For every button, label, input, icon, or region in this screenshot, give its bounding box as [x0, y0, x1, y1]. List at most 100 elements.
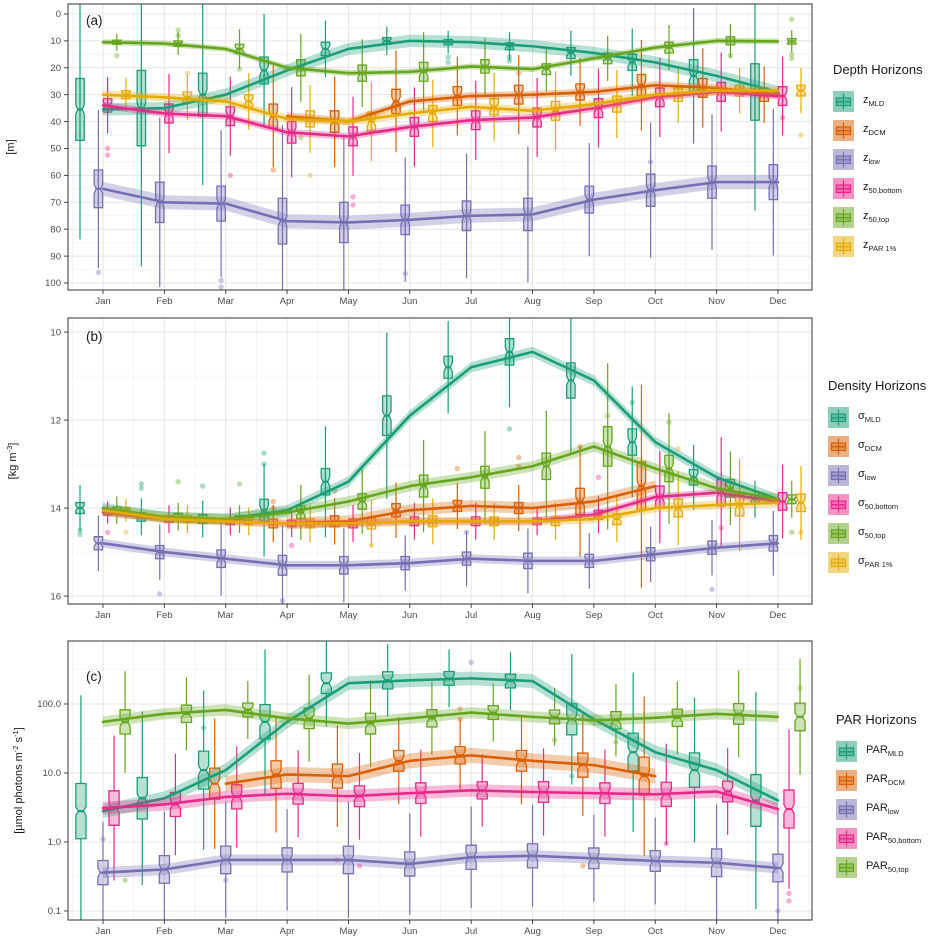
MLD-boxplot-swatch-icon — [833, 91, 854, 112]
legend-title: Depth Horizons — [833, 62, 923, 77]
boxplots-DCM — [268, 40, 770, 168]
svg-text:Mar: Mar — [218, 926, 234, 937]
svg-text:Apr: Apr — [280, 296, 295, 307]
y-axis-title-b: [kg m-3] — [5, 443, 19, 480]
panel-a: (a) 0 10 20 30 40 50 60 70 80 90 100 Jan Feb Mar Apr May… — [5, 3, 813, 307]
trend-MLD — [101, 671, 780, 819]
svg-text:May: May — [339, 296, 357, 307]
svg-text:Mar: Mar — [218, 610, 234, 621]
svg-text:Jun: Jun — [402, 610, 417, 621]
boxplots-low — [97, 801, 784, 920]
trend-t50 — [101, 704, 780, 730]
legend-item-label: PARDCM — [866, 773, 905, 788]
legend-item-label: z50,bottom — [863, 181, 902, 196]
svg-text:Jun: Jun — [402, 926, 417, 937]
legend-item-low: zlow — [833, 145, 938, 174]
boxplots-MLD — [75, 318, 760, 557]
trend-t50 — [101, 37, 780, 77]
svg-text:Jan: Jan — [95, 926, 110, 937]
svg-text:80: 80 — [50, 224, 61, 235]
x-axis-c: Jan Feb Mar Apr May Jun Jul Aug Sep Oct Nov Dec — [95, 920, 787, 937]
svg-text:Nov: Nov — [708, 296, 725, 307]
trend-PAR1 — [101, 498, 780, 528]
legend-items: σMLD σDCM σlow σ50,bottom σ50,top σPAR 1% — [828, 403, 936, 577]
PAR1-boxplot-swatch-icon — [833, 236, 854, 257]
svg-text:Jan: Jan — [95, 610, 110, 621]
trend-low — [101, 538, 780, 570]
svg-text:Nov: Nov — [708, 926, 725, 937]
svg-text:Sep: Sep — [585, 926, 602, 937]
panel-label-b: (b) — [86, 329, 103, 344]
legend-item-b50: σ50,bottom — [828, 490, 936, 519]
x-axis-a: Jan Feb Mar Apr May Jun Jul Aug Sep Oct Nov Dec — [95, 290, 787, 307]
svg-text:40: 40 — [50, 117, 61, 128]
legend-item-low: PARlow — [836, 795, 938, 824]
gridlines — [68, 4, 812, 290]
legend-item-label: z50,top — [863, 210, 890, 225]
low-boxplot-swatch-icon — [836, 799, 857, 820]
svg-text:May: May — [339, 926, 357, 937]
panel-a-plot-area — [68, 4, 812, 290]
svg-text:100.0: 100.0 — [37, 699, 61, 710]
y-axis-title-a: [m] — [5, 139, 17, 154]
DCM-boxplot-swatch-icon — [836, 770, 857, 791]
svg-text:0: 0 — [56, 9, 61, 20]
b50-boxplot-swatch-icon — [828, 494, 849, 515]
legend-depth-horizons: Depth Horizons zMLD zDCM zlow z50,bottom z50… — [833, 62, 938, 261]
DCM-boxplot-swatch-icon — [833, 120, 854, 141]
svg-text:Jun: Jun — [402, 296, 417, 307]
t50-boxplot-swatch-icon — [828, 523, 849, 544]
svg-text:Jul: Jul — [465, 610, 477, 621]
legend-item-DCM: PARDCM — [836, 766, 938, 795]
svg-text:20: 20 — [50, 63, 61, 74]
svg-text:May: May — [339, 610, 357, 621]
svg-text:Apr: Apr — [280, 610, 295, 621]
legend-item-DCM: zDCM — [833, 116, 938, 145]
svg-text:Dec: Dec — [770, 610, 787, 621]
legend-item-t50: z50,top — [833, 203, 938, 232]
panel-c: (c) 100.0 10.0 1.0 0.1 Jan Feb Mar Apr May Jun Jul A… — [11, 640, 813, 937]
trend-b50 — [101, 784, 780, 816]
svg-text:Mar: Mar — [218, 296, 234, 307]
legend-item-label: σlow — [858, 468, 877, 483]
svg-text:Apr: Apr — [280, 926, 295, 937]
legend-items: PARMLD PARDCM PARlow PAR50,bottom PAR50,top — [836, 737, 938, 882]
trend-DCM — [224, 747, 657, 792]
legend-title: PAR Horizons — [836, 712, 917, 727]
legend-item-label: zlow — [863, 152, 880, 167]
legend-item-MLD: PARMLD — [836, 737, 938, 766]
svg-text:12: 12 — [50, 415, 61, 426]
svg-text:10: 10 — [50, 36, 61, 47]
low-boxplot-swatch-icon — [828, 465, 849, 486]
legend-item-label: zPAR 1% — [863, 239, 897, 254]
svg-text:0.1: 0.1 — [48, 906, 61, 917]
svg-text:100: 100 — [45, 278, 61, 289]
DCM-boxplot-swatch-icon — [828, 436, 849, 457]
MLD-boxplot-swatch-icon — [828, 407, 849, 428]
legend-item-label: σDCM — [858, 439, 882, 454]
panel-b: (b) 10 12 14 16 Jan Feb Mar Apr May Jun Jul Aug Sep Oc… — [5, 317, 813, 621]
svg-text:Jan: Jan — [95, 296, 110, 307]
trend-DCM — [285, 480, 657, 530]
svg-text:50: 50 — [50, 144, 61, 155]
trend-PAR1 — [101, 86, 780, 126]
y-axis-title-c: [µmol photons m-2 s-1] — [11, 727, 25, 834]
legend-item-label: σ50,bottom — [858, 497, 899, 512]
svg-text:Jul: Jul — [465, 926, 477, 937]
svg-text:Oct: Oct — [648, 926, 663, 937]
svg-text:Aug: Aug — [524, 926, 541, 937]
svg-text:70: 70 — [50, 197, 61, 208]
legend-item-b50: z50,bottom — [833, 174, 938, 203]
y-axis-a: 0 10 20 30 40 50 60 70 80 90 100 — [45, 9, 68, 289]
svg-text:10: 10 — [50, 327, 61, 338]
legend-item-label: zDCM — [863, 123, 886, 138]
legend-item-label: PARlow — [866, 802, 900, 817]
svg-text:14: 14 — [50, 503, 61, 514]
svg-text:Oct: Oct — [648, 296, 663, 307]
t50-boxplot-swatch-icon — [833, 207, 854, 228]
svg-text:10.0: 10.0 — [43, 768, 62, 779]
panel-b-plot-area — [68, 318, 812, 604]
panel-c-plot-area — [68, 641, 812, 920]
legend-item-MLD: zMLD — [833, 87, 938, 116]
